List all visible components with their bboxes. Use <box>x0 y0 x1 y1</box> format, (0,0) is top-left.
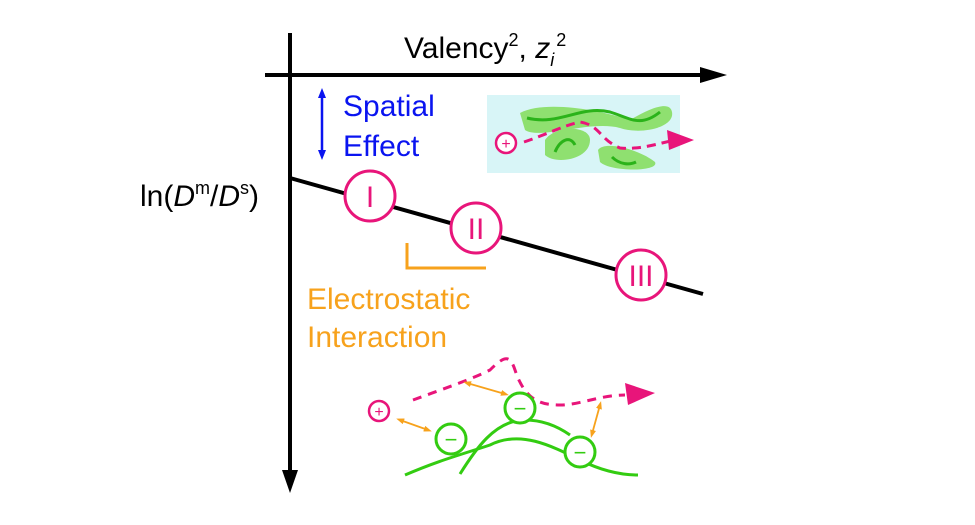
interaction-arrow-icon <box>396 418 432 432</box>
electrostatic-label-2: Interaction <box>307 321 447 354</box>
path-arrow-icon <box>625 383 655 405</box>
svg-text:I: I <box>366 181 374 214</box>
y-axis-label: ln(Dm/Ds) <box>140 178 259 213</box>
svg-text:III: III <box>628 260 653 293</box>
y-axis <box>282 33 298 493</box>
x-axis-arrow-icon <box>700 67 727 83</box>
x-axis <box>265 67 727 83</box>
anion-2: − <box>503 391 537 425</box>
x-axis-label: Valency2, zi2 <box>404 30 566 70</box>
interaction-arrow-icon <box>590 401 602 438</box>
anion-3: − <box>563 435 597 469</box>
y-axis-arrow-icon <box>282 470 298 493</box>
svg-text:−: − <box>514 396 527 421</box>
spatial-effect-label-1: Spatial <box>343 90 435 123</box>
svg-text:−: − <box>574 440 587 465</box>
regime-II: II <box>449 201 503 255</box>
regime-I: I <box>343 169 397 223</box>
svg-text:II: II <box>468 213 485 246</box>
cation-plus: + <box>374 404 383 421</box>
slope-bracket <box>405 243 486 270</box>
svg-text:−: − <box>445 427 458 452</box>
anion-1: − <box>434 422 468 456</box>
interaction-arrow-icon <box>463 381 509 396</box>
electrostatic-illustration: + − − − <box>367 357 655 477</box>
inset-plus: + <box>501 136 510 153</box>
inset-cation <box>494 131 518 155</box>
regime-III: III <box>614 248 668 302</box>
inset-arrow-icon <box>667 130 694 150</box>
spatial-effect-label-2: Effect <box>343 130 420 163</box>
spatial-effect-inset: + <box>487 95 694 173</box>
cation <box>367 399 391 423</box>
electrostatic-label-1: Electrostatic <box>307 283 470 316</box>
